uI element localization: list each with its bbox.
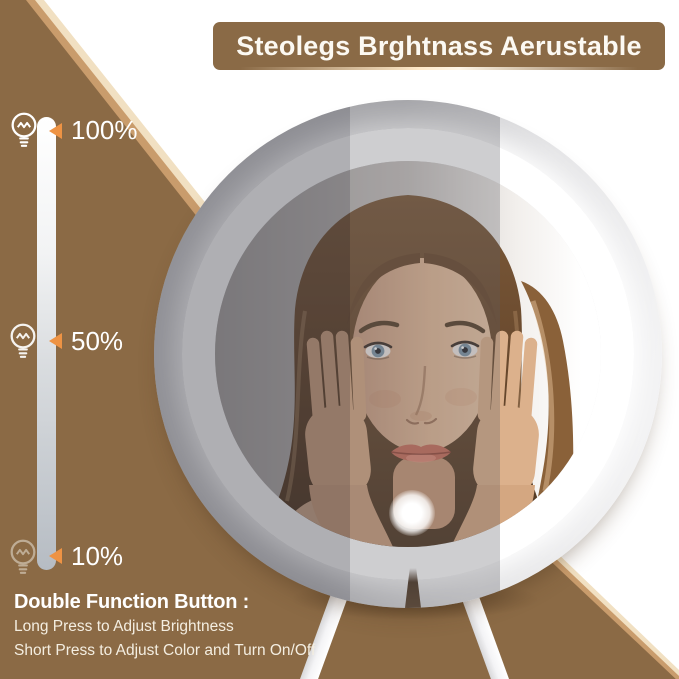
instructions-heading: Double Function Button : <box>14 591 250 613</box>
bulb-icon <box>7 110 41 155</box>
banner-shine <box>240 67 638 70</box>
instructions-line-short-press: Short Press to Adjust Color and Turn On/… <box>14 642 316 659</box>
double-function-button <box>389 490 435 536</box>
brightness-level-label: 100% <box>71 115 138 145</box>
banner-title: Steolegs Brghtnass Aerustable <box>236 30 642 61</box>
dim-overlay-left <box>154 100 350 608</box>
bulb-icon <box>6 321 40 366</box>
level-marker-triangle <box>49 123 62 139</box>
led-ring-mirror <box>154 100 662 608</box>
level-marker-triangle <box>49 548 62 564</box>
brightness-scale-bar <box>37 117 56 570</box>
mirror-reflection-photo <box>215 161 601 547</box>
portrait-illustration <box>215 161 601 547</box>
title-banner: Steolegs Brghtnass Aerustable <box>213 22 665 70</box>
brightness-level-label: 50% <box>71 326 124 356</box>
instructions-block: Double Function Button : Long Press to A… <box>14 589 315 663</box>
instructions-line-long-press: Long Press to Adjust Brightness <box>14 618 234 635</box>
level-marker-triangle <box>49 333 62 349</box>
bulb-icon <box>6 537 40 582</box>
stand-mount-notch <box>405 568 421 608</box>
brightness-level-label: 10% <box>71 541 124 571</box>
